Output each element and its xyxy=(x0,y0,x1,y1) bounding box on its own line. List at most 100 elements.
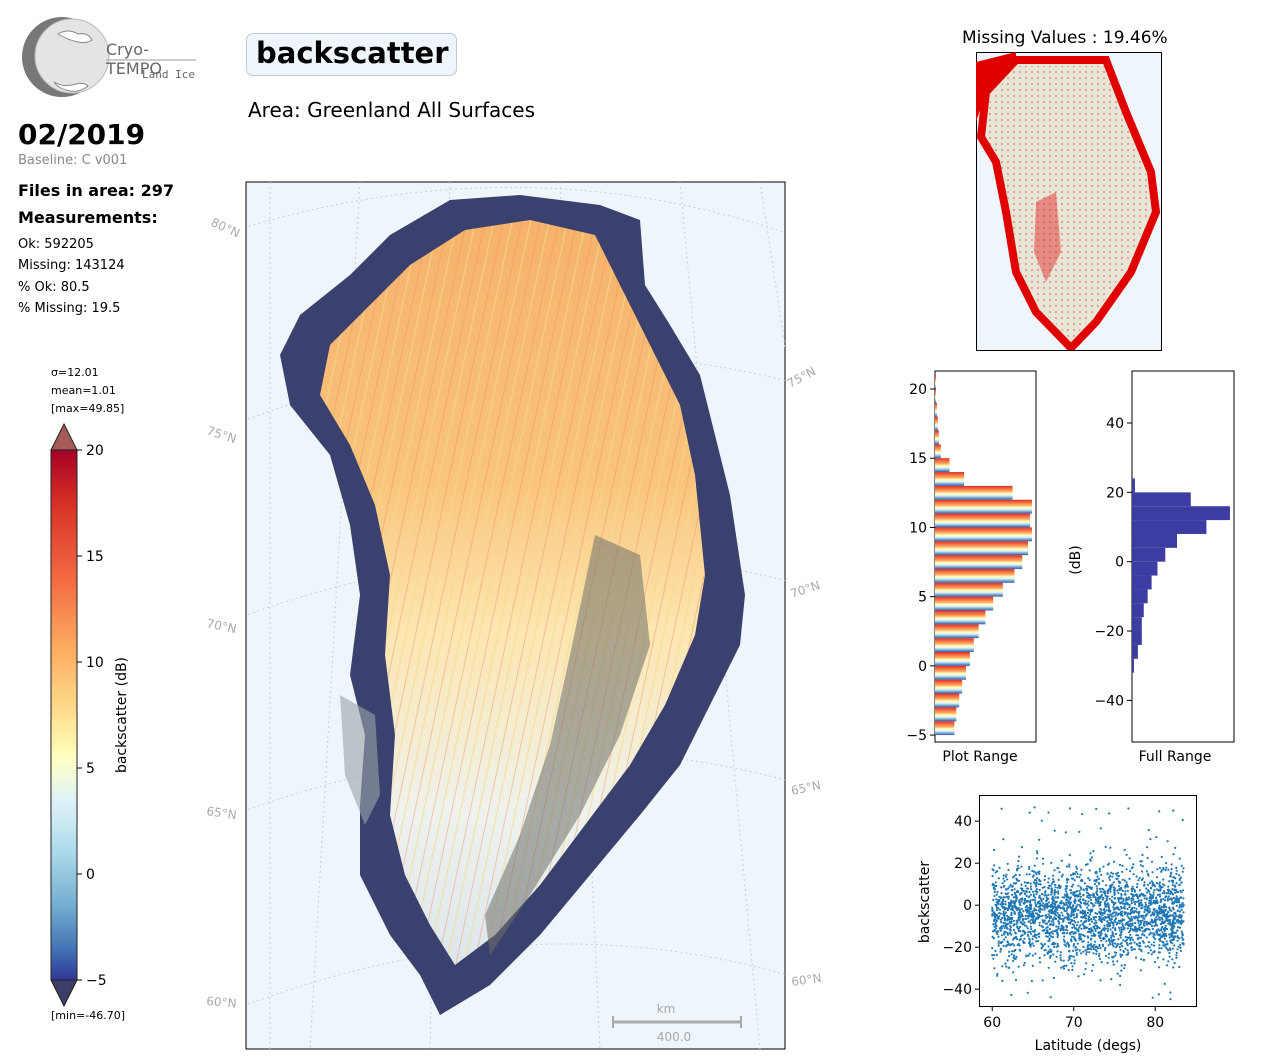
scatter-point xyxy=(1090,920,1094,923)
scatter-point xyxy=(1106,872,1109,875)
scatter-point xyxy=(1166,840,1169,843)
scatter-point xyxy=(1126,889,1129,892)
scatter-point xyxy=(1168,951,1171,955)
scatter-point xyxy=(1050,888,1053,891)
scatter-point xyxy=(1039,907,1042,910)
scatter-point xyxy=(1160,929,1163,932)
lat-label: 80°N xyxy=(209,215,242,240)
scatter-point xyxy=(1117,874,1120,878)
scatter-point xyxy=(1086,945,1089,949)
scatter-point xyxy=(1016,864,1019,867)
scatter-point xyxy=(1106,923,1109,926)
scatter-point xyxy=(1004,900,1007,903)
scatter-point xyxy=(1004,903,1007,906)
scatter-point xyxy=(1109,874,1112,877)
scatter-point xyxy=(1090,945,1093,948)
histogram-bar xyxy=(935,402,937,417)
histogram-bar xyxy=(935,388,936,403)
scatter-point xyxy=(1117,919,1120,922)
histogram-bar xyxy=(1132,658,1134,673)
scatter-point xyxy=(1042,945,1045,948)
scatter-point xyxy=(1025,954,1028,957)
scatter-point xyxy=(1048,932,1051,935)
scatter-point xyxy=(1016,943,1019,947)
scatter-point xyxy=(1078,899,1081,902)
scatter-point xyxy=(1099,903,1102,906)
scatter-point xyxy=(1018,893,1022,896)
lat-label: 75°N xyxy=(785,364,818,391)
scatter-point xyxy=(1056,911,1059,914)
scatter-point xyxy=(1069,906,1073,909)
scatter-point xyxy=(1075,953,1078,956)
scatter-point xyxy=(1103,901,1106,904)
scatter-point xyxy=(1159,939,1162,942)
scatter-point xyxy=(1021,919,1024,922)
scatter-point xyxy=(1043,908,1046,911)
scatter-point xyxy=(1128,942,1131,945)
scatter-point xyxy=(1180,908,1183,911)
scatter-point xyxy=(1010,953,1013,956)
scatter-point xyxy=(1004,892,1007,895)
histogram-bar xyxy=(935,707,957,722)
scatter-point xyxy=(1038,924,1041,927)
histogram-bar xyxy=(935,499,1032,514)
scatter-point xyxy=(1116,960,1119,963)
scatter-point xyxy=(1129,925,1132,928)
scatter-point xyxy=(1067,896,1070,899)
scatter-point xyxy=(1140,860,1143,863)
scatter-point xyxy=(1015,955,1018,958)
scatter-point xyxy=(1118,863,1122,866)
scatter-point xyxy=(1089,898,1093,901)
scatter-point xyxy=(1024,901,1027,904)
scatter-point xyxy=(1005,873,1008,876)
scatter-point xyxy=(1155,899,1158,902)
scatter-point xyxy=(1070,940,1073,943)
scatter-point xyxy=(1032,881,1035,884)
scatter-point xyxy=(1170,891,1173,894)
scatter-point xyxy=(1112,906,1115,909)
scatter-point xyxy=(1062,967,1066,970)
scatter-point xyxy=(1165,866,1168,869)
scatter-point xyxy=(1130,915,1133,918)
scatter-point xyxy=(1146,905,1149,908)
scatter-point xyxy=(1066,932,1069,935)
scatter-point xyxy=(1023,899,1026,902)
scatter-point xyxy=(1120,912,1123,915)
scatter-point xyxy=(1099,979,1102,982)
scatter-point xyxy=(1006,959,1009,962)
histogram-bar xyxy=(935,693,960,708)
scatter-point xyxy=(1106,920,1109,923)
scatter-point xyxy=(1134,903,1137,906)
scatter-point xyxy=(1074,949,1077,952)
y-tick-label: 0 xyxy=(918,659,927,675)
scatter-point xyxy=(1032,935,1035,938)
scatter-point xyxy=(1112,908,1115,911)
scatter-point xyxy=(1174,911,1177,914)
scatter-point xyxy=(1151,913,1154,916)
scatter-point xyxy=(1177,945,1180,948)
colorbar-tick-label: 20 xyxy=(86,443,104,459)
scatter-point xyxy=(1089,910,1092,914)
y-tick-label: 20 xyxy=(1106,485,1124,501)
scatter-point xyxy=(1015,937,1019,941)
scatter-point xyxy=(1150,902,1153,906)
scatter-point xyxy=(1113,892,1116,895)
scatter-point xyxy=(1171,888,1174,891)
scatter-point xyxy=(1024,914,1027,918)
scatter-point xyxy=(1085,962,1088,965)
scatter-point xyxy=(1107,913,1110,916)
scatter-point xyxy=(1099,827,1102,830)
scatter-point xyxy=(1003,880,1006,883)
scatter-point xyxy=(1144,915,1147,918)
scatter-point xyxy=(1150,943,1153,946)
scatter-point xyxy=(1062,938,1065,941)
y-tick-label: −20 xyxy=(1094,624,1124,640)
histogram-bar xyxy=(1132,575,1152,590)
scatter-point xyxy=(1079,895,1082,898)
scatter-point xyxy=(1130,908,1133,911)
scatter-point xyxy=(1147,904,1150,907)
scatter-point xyxy=(1038,894,1041,897)
scatter-point xyxy=(1101,917,1104,920)
scatter-point xyxy=(1095,885,1098,888)
scatter-point xyxy=(1072,932,1075,935)
